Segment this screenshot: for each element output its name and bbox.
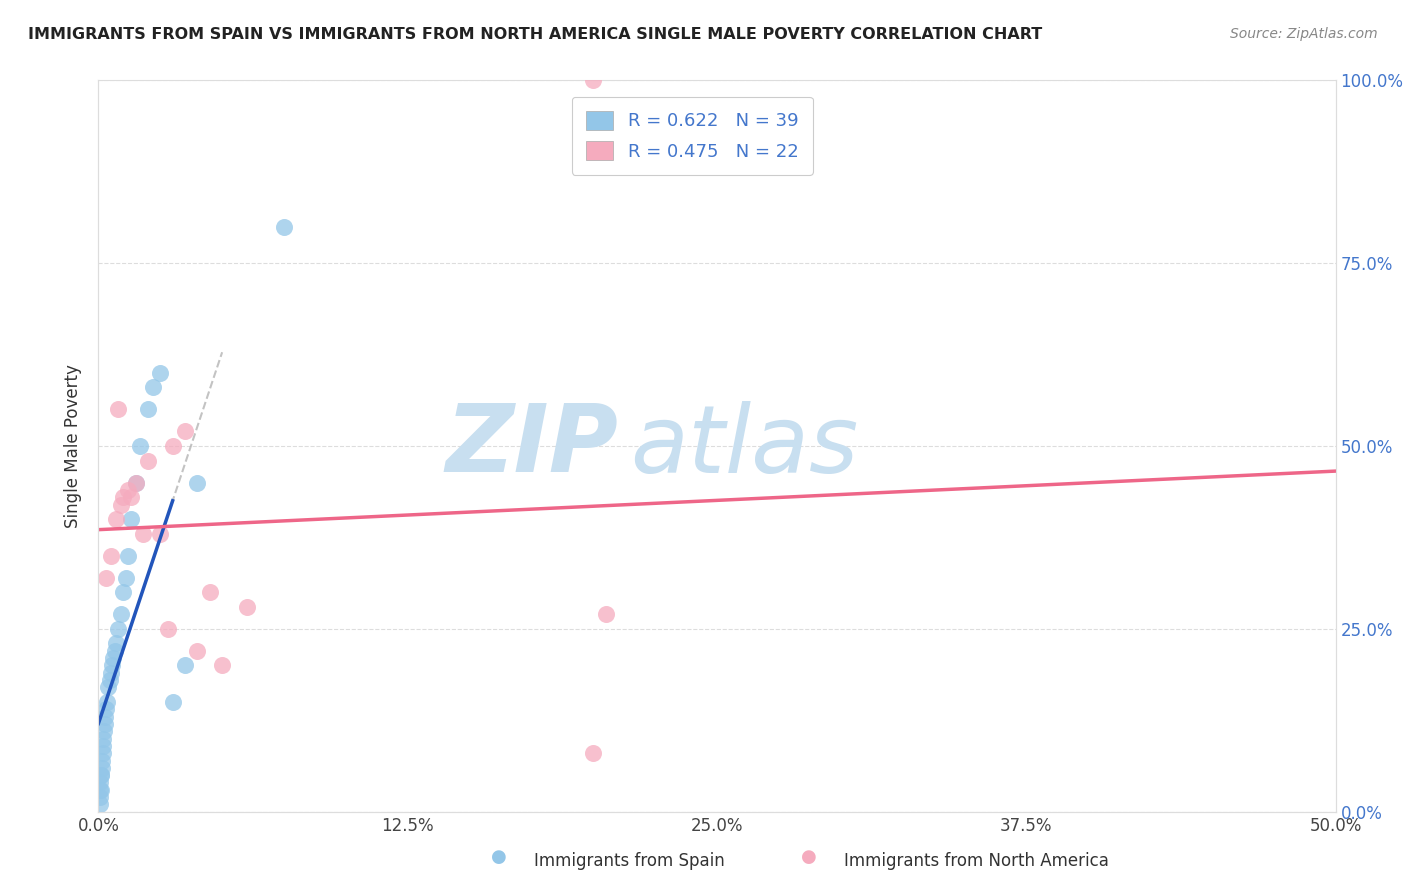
Point <box>104 512 127 526</box>
Point <box>89 775 111 789</box>
Point <box>114 571 136 585</box>
Point <box>107 622 129 636</box>
Point <box>120 512 142 526</box>
Point <box>124 475 146 490</box>
Text: ●: ● <box>800 848 817 866</box>
Point <box>103 644 125 658</box>
Point <box>110 607 132 622</box>
Point <box>90 761 112 775</box>
Point <box>98 673 121 687</box>
Point <box>107 402 129 417</box>
Point <box>89 782 111 797</box>
Point <box>198 585 221 599</box>
Point <box>100 665 122 680</box>
Point <box>93 731 115 746</box>
Legend: R = 0.622   N = 39, R = 0.475   N = 22: R = 0.622 N = 39, R = 0.475 N = 22 <box>572 96 813 175</box>
Text: Immigrants from Spain: Immigrants from Spain <box>534 852 725 870</box>
Point <box>595 607 617 622</box>
Point <box>100 549 122 563</box>
Point <box>104 636 127 650</box>
Point <box>93 717 115 731</box>
Point <box>94 702 117 716</box>
Point <box>112 585 135 599</box>
Point <box>186 644 208 658</box>
Point <box>97 681 120 695</box>
Point <box>136 453 159 467</box>
Point <box>93 724 115 739</box>
Text: Immigrants from North America: Immigrants from North America <box>844 852 1108 870</box>
Point <box>149 366 172 380</box>
Point <box>149 526 172 541</box>
Point <box>112 490 135 504</box>
Point <box>186 475 208 490</box>
Point <box>124 475 146 490</box>
Point <box>91 739 114 753</box>
Point <box>89 790 111 805</box>
Point <box>94 571 117 585</box>
Point <box>110 498 132 512</box>
Point <box>129 439 152 453</box>
Point <box>174 425 197 439</box>
Text: ●: ● <box>491 848 508 866</box>
Point <box>120 490 142 504</box>
Y-axis label: Single Male Poverty: Single Male Poverty <box>65 364 83 528</box>
Point <box>94 709 117 723</box>
Text: Source: ZipAtlas.com: Source: ZipAtlas.com <box>1230 27 1378 41</box>
Text: atlas: atlas <box>630 401 859 491</box>
Point <box>162 695 184 709</box>
Point <box>90 768 112 782</box>
Point <box>117 549 139 563</box>
Point <box>132 526 155 541</box>
Point <box>174 658 197 673</box>
Point <box>91 754 114 768</box>
Text: IMMIGRANTS FROM SPAIN VS IMMIGRANTS FROM NORTH AMERICA SINGLE MALE POVERTY CORRE: IMMIGRANTS FROM SPAIN VS IMMIGRANTS FROM… <box>28 27 1042 42</box>
Point <box>90 768 112 782</box>
Point <box>273 219 295 234</box>
Point <box>103 651 125 665</box>
Point <box>582 73 605 87</box>
Point <box>96 695 118 709</box>
Point <box>211 658 233 673</box>
Text: ZIP: ZIP <box>446 400 619 492</box>
Point <box>90 782 112 797</box>
Point <box>136 402 159 417</box>
Point <box>101 658 124 673</box>
Point <box>117 483 139 497</box>
Point <box>156 622 179 636</box>
Point <box>582 746 605 760</box>
Point <box>89 797 111 812</box>
Point <box>142 380 165 394</box>
Point <box>91 746 114 760</box>
Point <box>236 599 259 614</box>
Point <box>162 439 184 453</box>
